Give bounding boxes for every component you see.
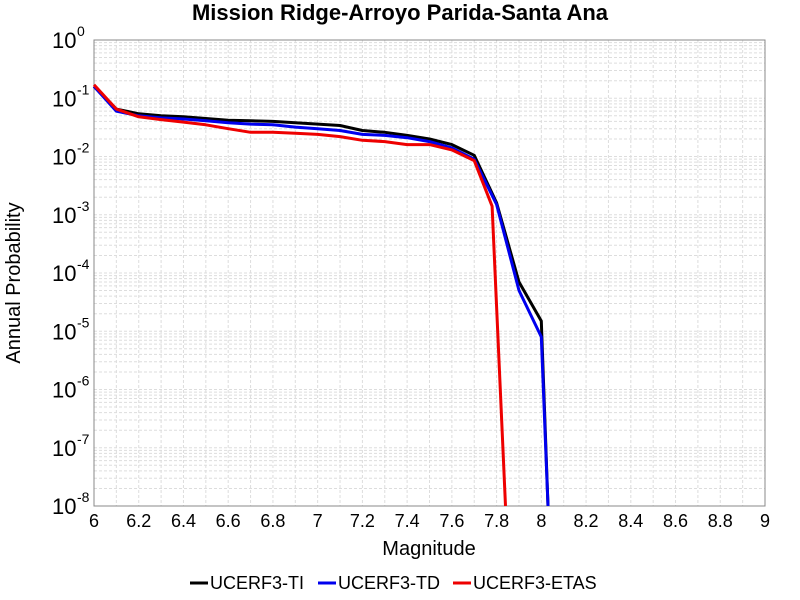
y-tick-exponent: -5 xyxy=(77,314,90,330)
x-tick-label: 7 xyxy=(313,511,323,531)
y-tick-label: 10 -6 xyxy=(52,373,90,403)
y-tick-label: 10 -8 xyxy=(52,489,90,519)
x-tick-label: 7.8 xyxy=(484,511,509,531)
x-tick-label: 6 xyxy=(89,511,99,531)
x-tick-label: 6.6 xyxy=(216,511,241,531)
x-tick-label: 8.4 xyxy=(618,511,643,531)
x-tick-label: 7.2 xyxy=(350,511,375,531)
x-tick-label: 6.4 xyxy=(171,511,196,531)
legend-item: UCERF3-TD xyxy=(318,573,440,593)
x-tick-label: 8.8 xyxy=(708,511,733,531)
chart-title: Mission Ridge-Arroyo Parida-Santa Ana xyxy=(192,0,609,25)
x-axis-label: Magnitude xyxy=(382,538,475,560)
y-tick-label: 10 -2 xyxy=(52,140,90,170)
y-tick-exponent: 0 xyxy=(77,23,85,39)
y-tick-exponent: -6 xyxy=(77,373,90,389)
legend: UCERF3-TI UCERF3-TD UCERF3-ETAS xyxy=(190,573,597,593)
y-tick-exponent: -1 xyxy=(77,81,90,97)
x-tick-label: 8 xyxy=(536,511,546,531)
series-line-ucerf3-etas xyxy=(92,83,507,507)
y-tick-base: 10 xyxy=(52,494,76,519)
legend-item: UCERF3-ETAS xyxy=(453,573,597,593)
series-lines xyxy=(92,83,550,507)
y-tick-base: 10 xyxy=(52,203,76,228)
y-tick-base: 10 xyxy=(52,319,76,344)
x-tick-label: 6.2 xyxy=(126,511,151,531)
x-tick-label: 7.4 xyxy=(395,511,420,531)
x-tick-label: 9 xyxy=(760,511,770,531)
x-tick-label: 8.6 xyxy=(663,511,688,531)
y-tick-label: 10 0 xyxy=(52,23,85,53)
y-tick-base: 10 xyxy=(52,436,76,461)
plot-area xyxy=(93,39,766,507)
y-tick-exponent: -3 xyxy=(77,198,90,214)
y-tick-base: 10 xyxy=(52,378,76,403)
y-tick-base: 10 xyxy=(52,86,76,111)
y-tick-base: 10 xyxy=(52,261,76,286)
y-tick-exponent: -7 xyxy=(77,431,90,447)
x-tick-label: 7.6 xyxy=(439,511,464,531)
legend-item: UCERF3-TI xyxy=(190,573,304,593)
y-tick-label: 10 -4 xyxy=(52,256,90,286)
x-tick-labels: 6 6.2 6.4 6.6 6.8 7 7.2 7.4 7.6 7.8 8 8.2 8.4 8.6 8.8 9 xyxy=(89,511,770,531)
y-tick-label: 10 -1 xyxy=(52,81,90,111)
legend-label: UCERF3-TD xyxy=(338,573,440,593)
series-line-ucerf3-td xyxy=(92,85,550,507)
x-tick-label: 6.8 xyxy=(260,511,285,531)
y-tick-label: 10 -5 xyxy=(52,314,90,344)
x-tick-label: 8.2 xyxy=(574,511,599,531)
y-tick-exponent: -2 xyxy=(77,140,90,156)
legend-label: UCERF3-ETAS xyxy=(473,573,597,593)
legend-label: UCERF3-TI xyxy=(210,573,304,593)
y-tick-base: 10 xyxy=(52,145,76,170)
y-axis-label: Annual Probability xyxy=(3,202,25,363)
y-tick-base: 10 xyxy=(52,28,76,53)
y-tick-exponent: -4 xyxy=(77,256,90,272)
y-tick-exponent: -8 xyxy=(77,489,90,505)
y-tick-label: 10 -7 xyxy=(52,431,90,461)
grid xyxy=(93,40,766,507)
y-tick-label: 10 -3 xyxy=(52,198,90,228)
